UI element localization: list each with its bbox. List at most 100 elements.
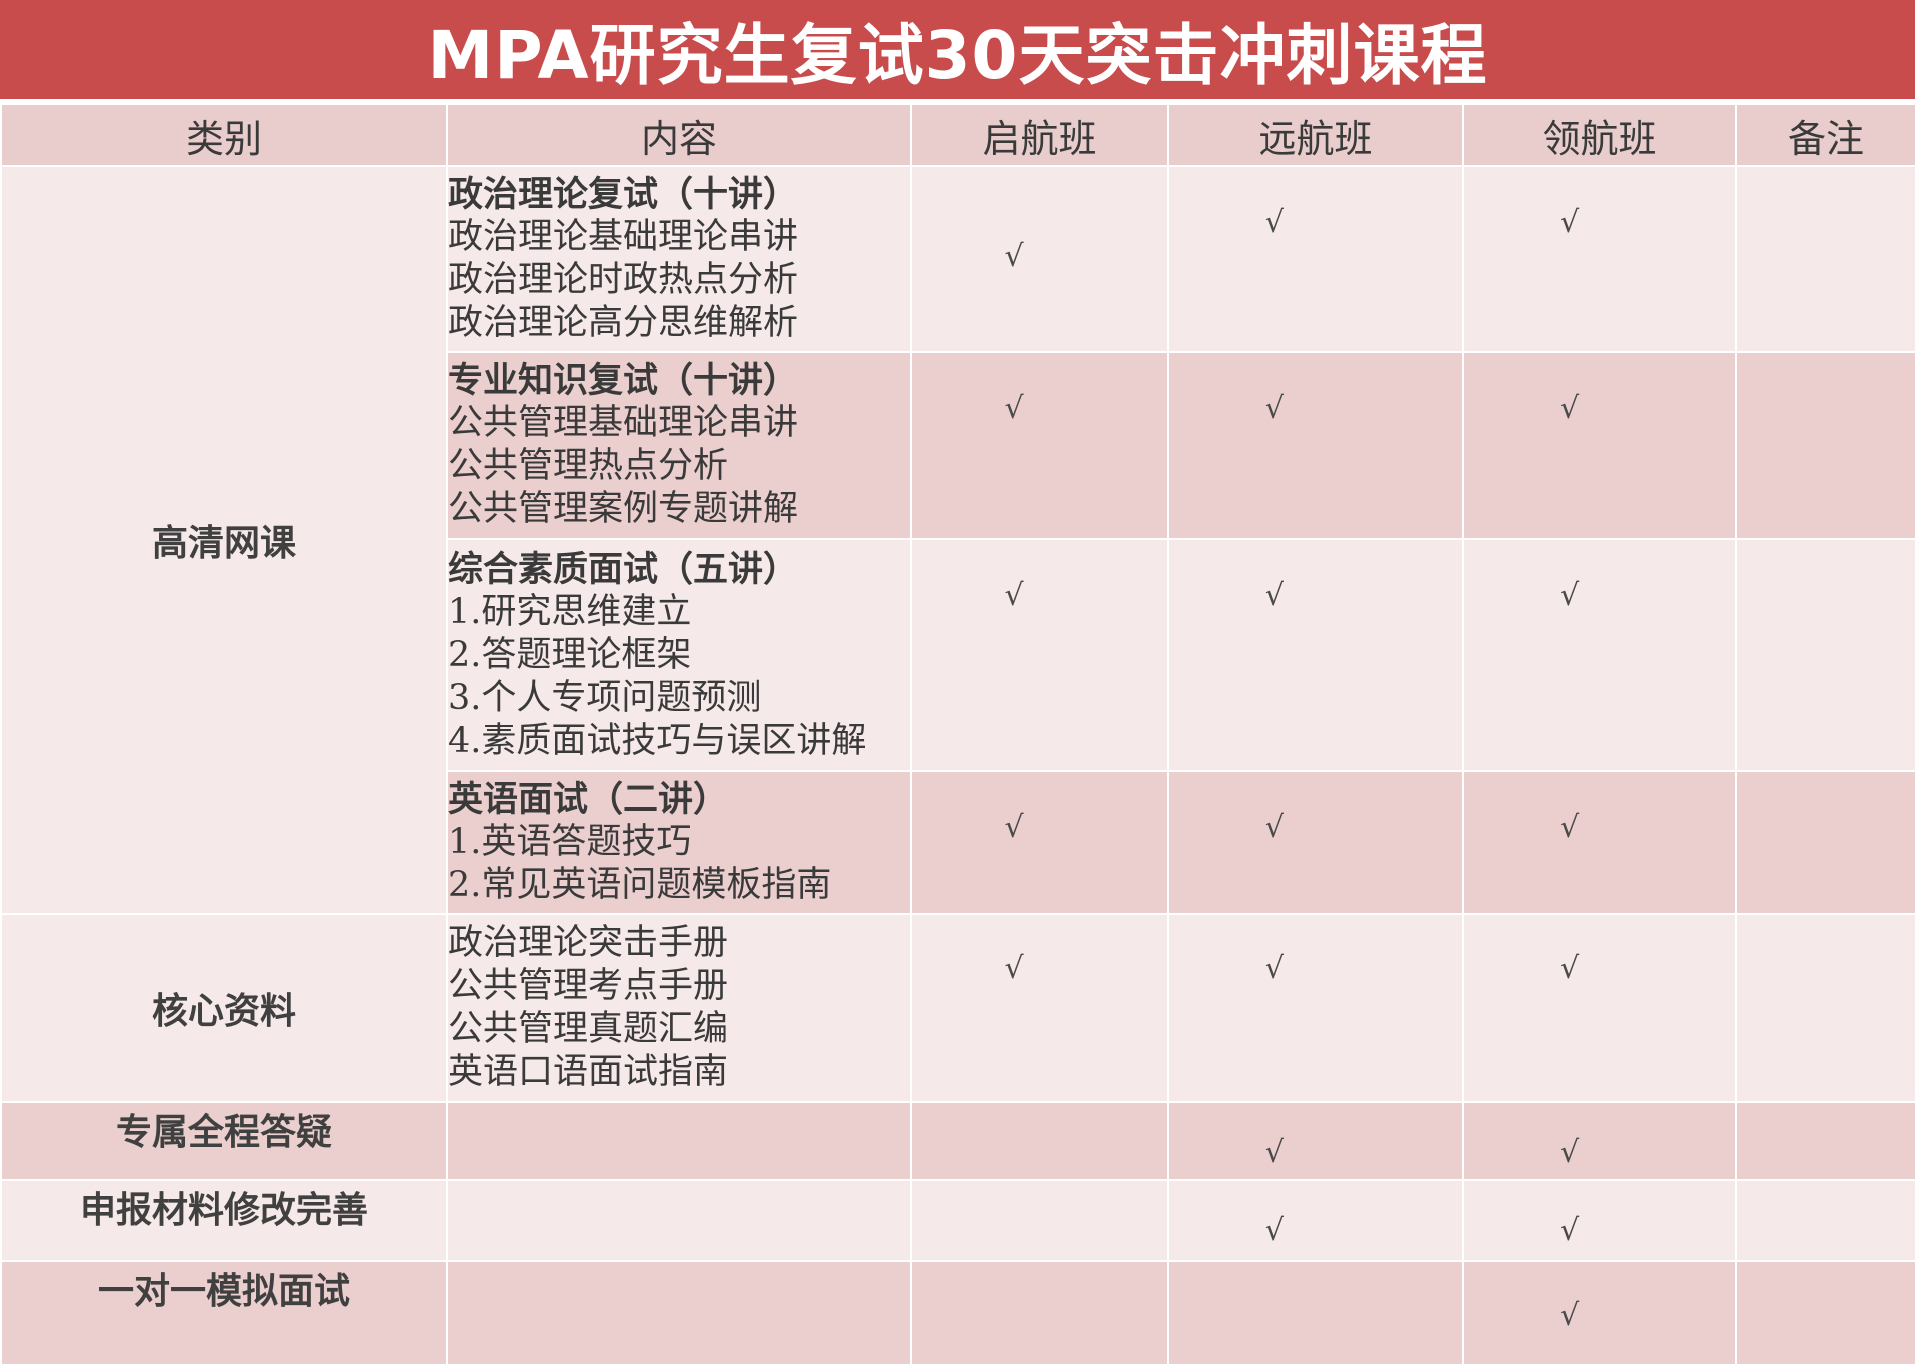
table-row: 专业知识复试（十讲） 公共管理基础理论串讲 公共管理热点分析 公共管理案例专题讲… [1, 350, 1915, 541]
content-line: 1.研究思维建立 [448, 591, 692, 632]
check-mark: √ [1264, 1135, 1285, 1171]
content-heading: 专业知识复试（十讲） [448, 360, 799, 402]
linghang-cell: √ [1462, 769, 1737, 916]
check-mark: √ [1560, 578, 1580, 614]
check-mark: √ [1004, 239, 1024, 274]
category-cell-qa: 专属全程答疑 [0, 1101, 448, 1182]
remark-cell [1735, 538, 1915, 772]
table-row: 申报材料修改完善 √ √ [0, 1179, 1915, 1262]
category-cell-online-course: 高清网课 [0, 164, 448, 916]
table-row: 一对一模拟面试 √ [0, 1259, 1915, 1366]
qihang-cell: √ [910, 350, 1169, 541]
check-mark: √ [1560, 1135, 1580, 1171]
check-mark: √ [1560, 810, 1580, 845]
yuanhang-cell: √ [1167, 1101, 1464, 1182]
content-line: 2.常见英语问题模板指南 [448, 865, 832, 906]
header-remark: 备注 [1735, 103, 1915, 167]
content-line: 公共管理案例专题讲解 [448, 489, 799, 530]
header-row: 类别 内容 启航班 远航班 领航班 备注 [0, 103, 1915, 167]
content-cell [446, 1179, 912, 1262]
table-row: 核心资料 政治理论突击手册 公共管理考点手册 公共管理真题汇编 英语口语面试指南… [0, 913, 1915, 1104]
check-mark: √ [1560, 205, 1580, 240]
content-line: 英语口语面试指南 [448, 1052, 729, 1093]
content-line: 政治理论基础理论串讲 [448, 216, 799, 257]
yuanhang-cell: √ [1167, 165, 1464, 353]
qihang-cell: √ [910, 913, 1169, 1104]
header-content: 内容 [446, 103, 912, 167]
qihang-cell: √ [910, 769, 1169, 916]
yuanhang-cell: √ [1167, 913, 1464, 1104]
remark-cell [1735, 1259, 1915, 1366]
table-row: 专属全程答疑 √ √ [0, 1101, 1915, 1182]
content-heading: 英语面试（二讲） [448, 779, 729, 821]
qihang-cell: √ [910, 165, 1169, 353]
header-linghang: 领航班 [1462, 103, 1737, 167]
check-mark: √ [1560, 1297, 1580, 1333]
content-cell: 政治理论复试（十讲） 政治理论基础理论串讲 政治理论时政热点分析 政治理论高分思… [446, 165, 912, 353]
linghang-cell: √ [1462, 538, 1737, 772]
qihang-cell [910, 1179, 1169, 1262]
check-mark: √ [1004, 578, 1024, 614]
category-cell-core-materials: 核心资料 [0, 913, 448, 1104]
check-mark: √ [1560, 951, 1580, 987]
content-line: 公共管理热点分析 [448, 446, 729, 487]
content-cell [446, 1101, 912, 1182]
linghang-cell: √ [1462, 1259, 1737, 1366]
check-mark: √ [1264, 390, 1285, 426]
content-line: 公共管理真题汇编 [448, 1009, 729, 1050]
table-row: 英语面试（二讲） 1.英语答题技巧 2.常见英语问题模板指南 √ √ √ [1, 769, 1915, 916]
content-line: 4.素质面试技巧与误区讲解 [448, 720, 867, 761]
header-qihang: 启航班 [910, 103, 1169, 167]
remark-cell [1735, 1179, 1915, 1262]
linghang-cell: √ [1462, 1179, 1737, 1262]
yuanhang-cell: √ [1167, 1179, 1464, 1262]
remark-cell [1735, 769, 1915, 916]
linghang-cell: √ [1462, 350, 1737, 541]
header-yuanhang: 远航班 [1167, 103, 1464, 167]
content-cell: 政治理论突击手册 公共管理考点手册 公共管理真题汇编 英语口语面试指南 [446, 913, 912, 1104]
check-mark: √ [1004, 951, 1024, 987]
check-mark: √ [1264, 951, 1285, 987]
category-cell-mock-interview: 一对一模拟面试 [0, 1259, 448, 1366]
content-line: 公共管理基础理论串讲 [448, 403, 799, 444]
page-title: MPA研究生复试30天突击冲刺课程 [0, 0, 1915, 99]
table-row: 高清网课 政治理论复试（十讲） 政治理论基础理论串讲 政治理论时政热点分析 政治… [0, 164, 1915, 916]
course-table: 类别 内容 启航班 远航班 领航班 备注 高清网课 政治理论复试（十讲） 政治理… [0, 103, 1915, 1366]
linghang-cell: √ [1462, 165, 1737, 353]
check-mark: √ [1004, 390, 1024, 426]
content-line: 3.个人专项问题预测 [448, 677, 762, 718]
qihang-cell [910, 1101, 1169, 1182]
content-line: 2.答题理论框架 [448, 634, 692, 675]
remark-cell [1735, 1101, 1915, 1182]
content-line: 1.英语答题技巧 [448, 822, 692, 863]
check-mark: √ [1560, 1213, 1580, 1249]
yuanhang-cell: √ [1167, 350, 1464, 541]
content-cell [446, 1259, 912, 1366]
content-cell: 专业知识复试（十讲） 公共管理基础理论串讲 公共管理热点分析 公共管理案例专题讲… [446, 350, 912, 541]
yuanhang-cell: √ [1167, 769, 1464, 916]
yuanhang-cell: √ [1167, 538, 1464, 772]
qihang-cell [910, 1259, 1169, 1366]
content-heading: 综合素质面试（五讲） [448, 548, 799, 590]
check-mark: √ [1560, 390, 1580, 426]
content-cell: 英语面试（二讲） 1.英语答题技巧 2.常见英语问题模板指南 [446, 769, 912, 916]
check-mark: √ [1264, 578, 1285, 614]
linghang-cell: √ [1462, 913, 1737, 1104]
content-line: 政治理论突击手册 [448, 923, 729, 964]
category-cell-application-review: 申报材料修改完善 [0, 1179, 448, 1262]
content-line: 政治理论时政热点分析 [448, 259, 799, 300]
yuanhang-cell [1167, 1259, 1464, 1366]
remark-cell [1735, 350, 1915, 541]
check-mark: √ [1264, 205, 1285, 240]
content-cell: 综合素质面试（五讲） 1.研究思维建立 2.答题理论框架 3.个人专项问题预测 … [446, 538, 912, 772]
content-heading: 政治理论复试（十讲） [448, 173, 799, 215]
content-line: 公共管理考点手册 [448, 966, 729, 1007]
check-mark: √ [1264, 810, 1285, 845]
remark-cell [1735, 165, 1915, 353]
linghang-cell: √ [1462, 1101, 1737, 1182]
qihang-cell: √ [910, 538, 1169, 772]
check-mark: √ [1264, 1213, 1285, 1249]
remark-cell [1735, 913, 1915, 1104]
header-category: 类别 [0, 103, 448, 167]
content-line: 政治理论高分思维解析 [448, 302, 799, 343]
